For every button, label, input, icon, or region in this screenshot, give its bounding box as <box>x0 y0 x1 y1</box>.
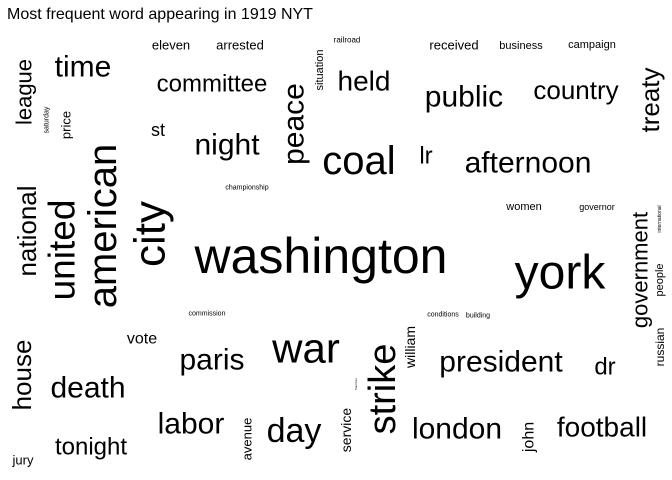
word-received: received <box>429 38 478 53</box>
word-day: day <box>267 412 322 450</box>
word-league: league <box>12 59 37 125</box>
word-peace: peace <box>278 83 311 165</box>
word-lr: lr <box>419 143 432 170</box>
word-campaign: campaign <box>568 39 616 51</box>
word-coal: coal <box>322 139 395 183</box>
word-eleven: eleven <box>152 38 190 53</box>
word-government: government <box>628 212 653 328</box>
word-conditions: conditions <box>427 312 459 319</box>
word-service: service <box>338 408 354 453</box>
word-york: york <box>515 247 607 300</box>
chart-title: Most frequent word appearing in 1919 NYT <box>7 6 313 23</box>
word-international: international <box>657 205 663 232</box>
word-governor: governor <box>579 202 615 212</box>
word-vote: vote <box>127 331 157 348</box>
word-football: football <box>557 412 647 443</box>
word-strike: strike <box>362 344 404 435</box>
word-american: american <box>81 144 125 309</box>
word-women: women <box>505 201 541 213</box>
word-time: time <box>55 51 112 84</box>
word-treaty: treaty <box>635 67 665 132</box>
word-held: held <box>338 66 391 97</box>
word-building: building <box>466 313 490 320</box>
word-city: city <box>126 201 175 267</box>
word-labor: labor <box>158 408 225 441</box>
word-st: st <box>151 120 165 140</box>
word-arrested: arrested <box>216 38 264 53</box>
word-london: london <box>412 413 502 446</box>
word-jury: jury <box>12 453 34 468</box>
word-public: public <box>425 81 503 114</box>
word-national: national <box>12 185 42 276</box>
word-people: people <box>654 263 666 296</box>
word-championship: championship <box>225 185 268 192</box>
word-death: death <box>50 372 125 405</box>
word-country: country <box>533 75 618 105</box>
word-dr: dr <box>594 354 615 381</box>
word-railroad: railroad <box>334 36 361 45</box>
word-night: night <box>194 129 260 162</box>
word-united: united <box>42 200 83 301</box>
word-john: john <box>521 422 538 453</box>
word-war: war <box>271 325 340 372</box>
word-tonight: tonight <box>55 434 127 461</box>
word-william: william <box>402 326 418 369</box>
word-commission: commission <box>189 311 226 318</box>
word-situation: situation <box>314 50 326 91</box>
word-avenue: avenue <box>240 418 255 461</box>
word-price: price <box>59 111 74 139</box>
word-business: business <box>499 40 543 52</box>
word-committee: committee <box>157 71 268 98</box>
word-washington: washington <box>194 228 448 284</box>
word-saturday: saturday <box>44 106 51 133</box>
word-paris: paris <box>179 344 244 377</box>
word-house: house <box>7 340 37 411</box>
word-francisco: francisco <box>354 378 358 390</box>
word-president: president <box>439 346 563 379</box>
word-afternoon: afternoon <box>465 147 592 180</box>
word-russian: russian <box>653 328 667 367</box>
